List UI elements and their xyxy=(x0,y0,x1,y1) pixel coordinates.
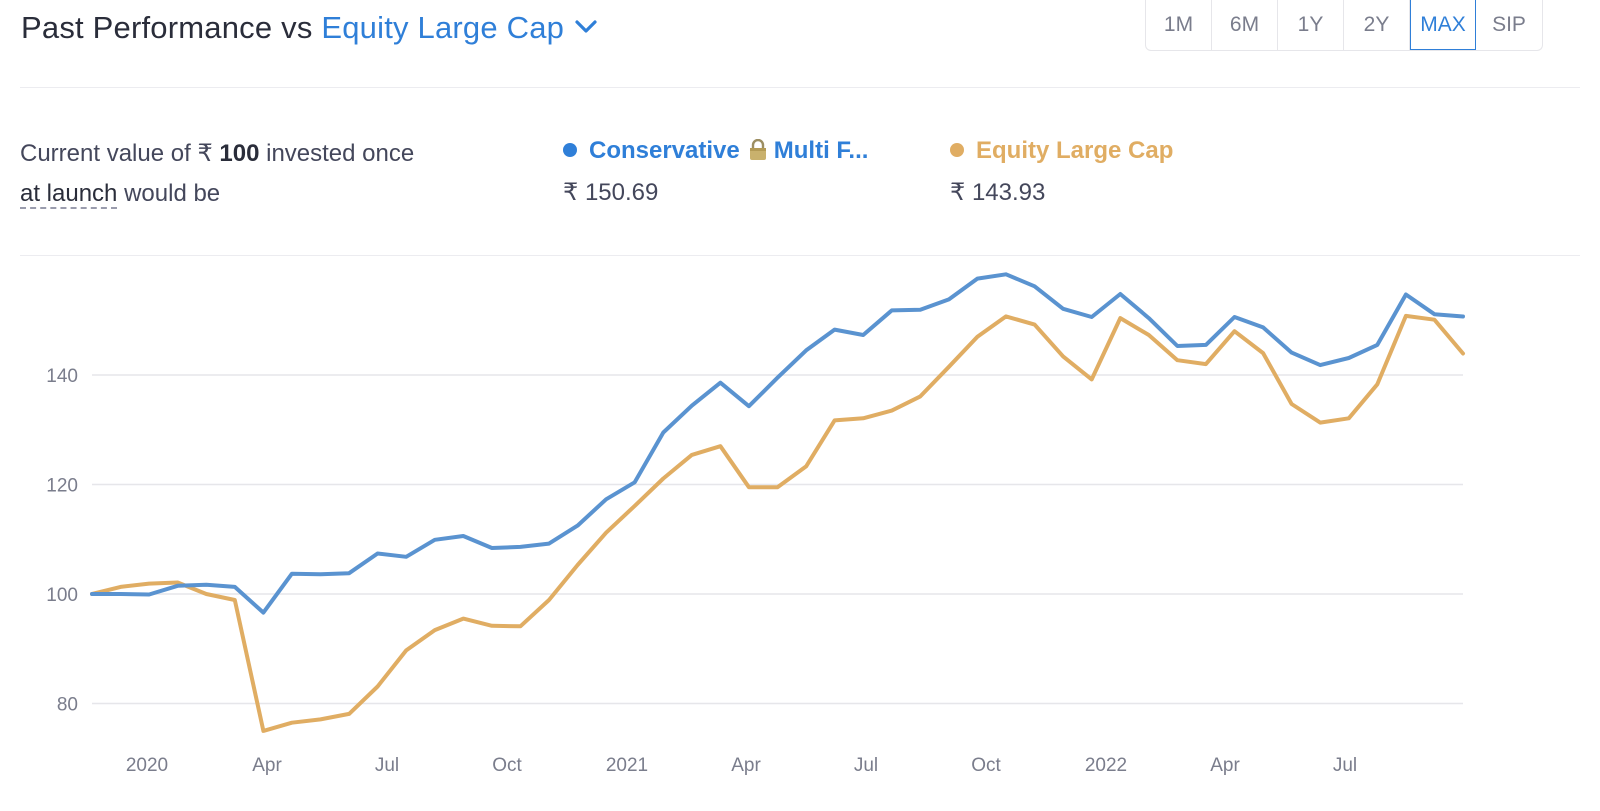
summary-text-end: would be xyxy=(124,180,221,207)
x-tick-label: Oct xyxy=(971,755,1001,776)
category-series-line[interactable] xyxy=(90,313,1465,733)
summary-currency: ₹ xyxy=(197,140,213,167)
legend-fund: Conservative Multi F... ₹ 150.69 xyxy=(563,134,868,210)
range-sip-button[interactable]: SIP xyxy=(1492,13,1526,36)
compare-category-label: Equity Large Cap xyxy=(321,10,565,45)
page-title: Past Performance vs Equity Large Cap xyxy=(21,6,598,50)
range-1m-button[interactable]: 1M xyxy=(1146,0,1212,50)
range-max-button[interactable]: MAX xyxy=(1410,0,1476,50)
x-tick-label: Apr xyxy=(1210,755,1240,776)
time-range-selector: 1M 6M 1Y 2Y MAX SIP xyxy=(1145,0,1543,51)
summary-text-before: Current value of xyxy=(20,140,191,167)
chart-top-divider xyxy=(20,255,1580,256)
x-tick-label: Apr xyxy=(731,755,761,776)
legend-category-value: ₹ 143.93 xyxy=(950,179,1046,206)
fund-series-line[interactable] xyxy=(90,272,1465,615)
x-tick-label: 2022 xyxy=(1085,755,1127,776)
x-tick-label: Jul xyxy=(375,755,399,776)
summary-amount: 100 xyxy=(219,140,260,167)
x-tick-label: Apr xyxy=(252,755,282,776)
summary-text-after: invested once xyxy=(266,140,415,167)
legend-fund-name-rest: Multi F... xyxy=(773,137,869,164)
x-tick-label: Jul xyxy=(854,755,878,776)
investment-summary: Current value of ₹ 100 invested once at … xyxy=(20,134,414,214)
lock-icon xyxy=(749,138,766,160)
x-tick-label: 2020 xyxy=(126,755,168,776)
x-tick-label: 2021 xyxy=(606,755,648,776)
performance-chart: 80 100 120 140 2020 Apr Jul Oct 2021 Apr Jul Oct 20… xyxy=(46,272,1465,776)
legend-category-name: Equity Large Cap xyxy=(976,137,1174,164)
chevron-down-icon xyxy=(575,20,597,33)
x-tick-label: Jul xyxy=(1333,755,1357,776)
range-2y-button[interactable]: 2Y xyxy=(1344,0,1410,50)
legend-fund-value: ₹ 150.69 xyxy=(563,179,659,206)
y-tick-label: 140 xyxy=(46,366,78,387)
header-divider xyxy=(20,87,1580,88)
x-tick-label: Oct xyxy=(492,755,522,776)
legend-category-dot xyxy=(950,142,964,157)
legend-category: Equity Large Cap ₹ 143.93 xyxy=(950,134,1173,210)
compare-category-dropdown[interactable]: Equity Large Cap xyxy=(321,10,598,45)
page-title-prefix: Past Performance vs xyxy=(21,10,313,45)
range-1y-button[interactable]: 1Y xyxy=(1278,0,1344,50)
y-tick-label: 80 xyxy=(57,695,78,716)
y-tick-label: 120 xyxy=(46,476,78,497)
range-6m-button[interactable]: 6M xyxy=(1212,0,1278,50)
y-tick-label: 100 xyxy=(46,585,78,606)
legend-fund-name: Conservative xyxy=(589,137,740,164)
at-launch-link[interactable]: at launch xyxy=(20,180,118,209)
legend-fund-dot xyxy=(563,142,577,157)
